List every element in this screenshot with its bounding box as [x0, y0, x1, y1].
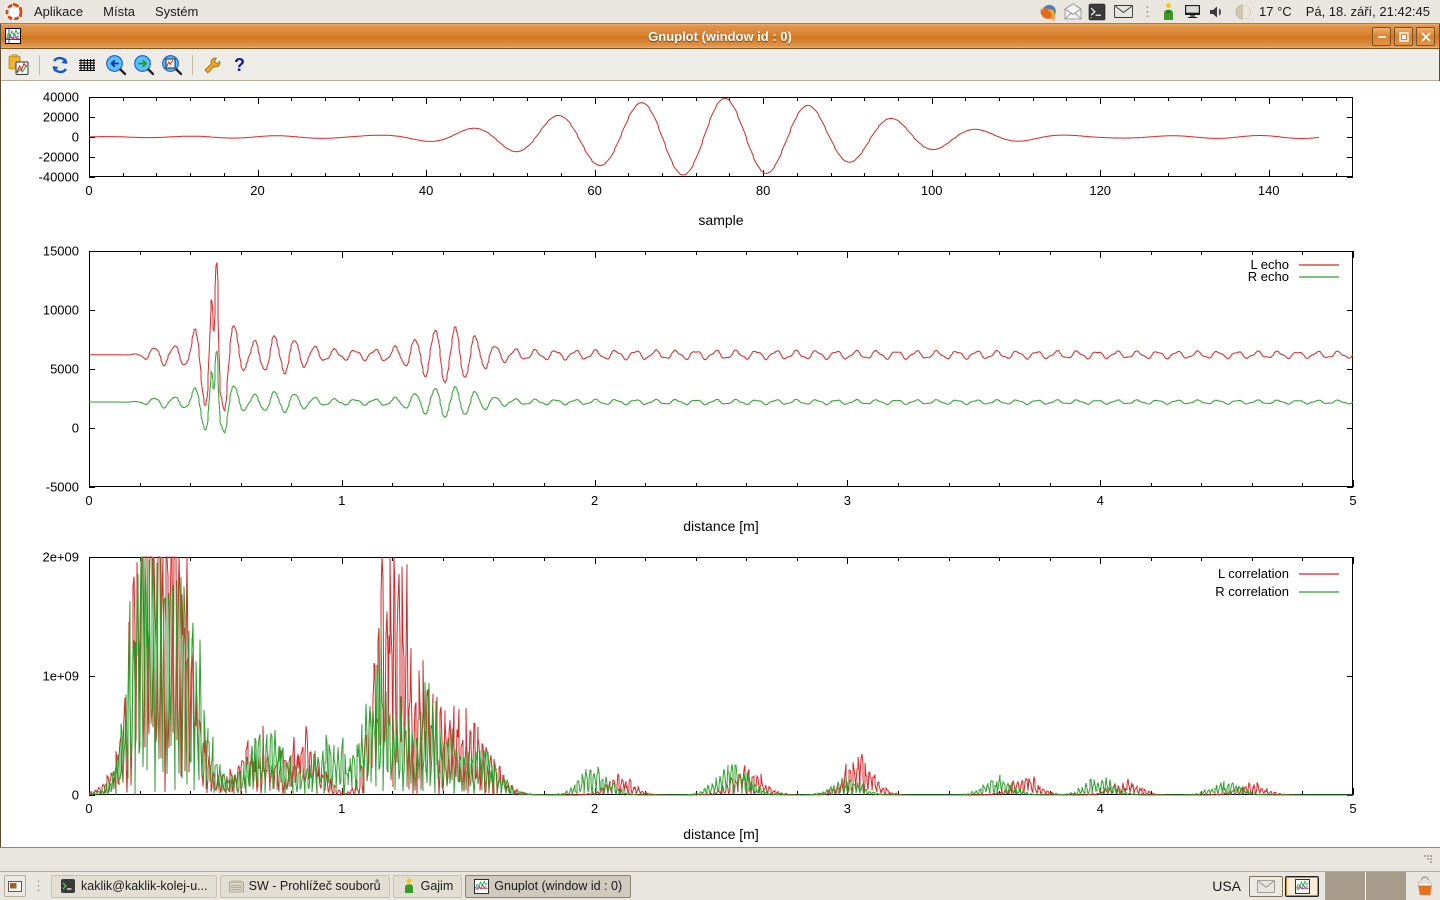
svg-text:-5000: -5000 — [46, 480, 79, 495]
svg-text:distance [m]: distance [m] — [683, 826, 758, 842]
svg-text:-40000: -40000 — [39, 170, 79, 185]
svg-text:0: 0 — [72, 788, 79, 803]
svg-text:100: 100 — [921, 183, 943, 198]
svg-text:sample: sample — [698, 212, 743, 228]
svg-text:20: 20 — [250, 183, 264, 198]
svg-text:5000: 5000 — [50, 362, 79, 377]
svg-text:2e+09: 2e+09 — [42, 550, 79, 565]
svg-text:1: 1 — [338, 493, 345, 508]
svg-text:60: 60 — [587, 183, 601, 198]
svg-text:R echo: R echo — [1248, 269, 1289, 284]
svg-text:4: 4 — [1097, 493, 1104, 508]
svg-text:1: 1 — [338, 801, 345, 816]
svg-text:-20000: -20000 — [39, 150, 79, 165]
svg-text:0: 0 — [85, 801, 92, 816]
svg-text:40000: 40000 — [43, 90, 79, 105]
svg-text:15000: 15000 — [43, 244, 79, 259]
svg-text:20000: 20000 — [43, 110, 79, 125]
svg-text:2: 2 — [591, 493, 598, 508]
svg-text:4: 4 — [1097, 801, 1104, 816]
svg-text:80: 80 — [756, 183, 770, 198]
svg-text:1e+09: 1e+09 — [42, 669, 79, 684]
svg-text:40: 40 — [419, 183, 433, 198]
svg-text:0: 0 — [72, 130, 79, 145]
svg-text:3: 3 — [844, 493, 851, 508]
svg-text:140: 140 — [1258, 183, 1280, 198]
svg-text:120: 120 — [1089, 183, 1111, 198]
svg-text:R correlation: R correlation — [1215, 584, 1289, 599]
svg-text:3: 3 — [844, 801, 851, 816]
svg-text:?: ? — [234, 55, 245, 75]
svg-text:L correlation: L correlation — [1218, 566, 1289, 581]
svg-text:5: 5 — [1349, 801, 1356, 816]
svg-text:2: 2 — [591, 801, 598, 816]
svg-text:10000: 10000 — [43, 303, 79, 318]
svg-text:5: 5 — [1349, 493, 1356, 508]
svg-text:0: 0 — [85, 493, 92, 508]
svg-text:0: 0 — [72, 421, 79, 436]
svg-text:distance [m]: distance [m] — [683, 518, 758, 534]
svg-text:0: 0 — [85, 183, 92, 198]
